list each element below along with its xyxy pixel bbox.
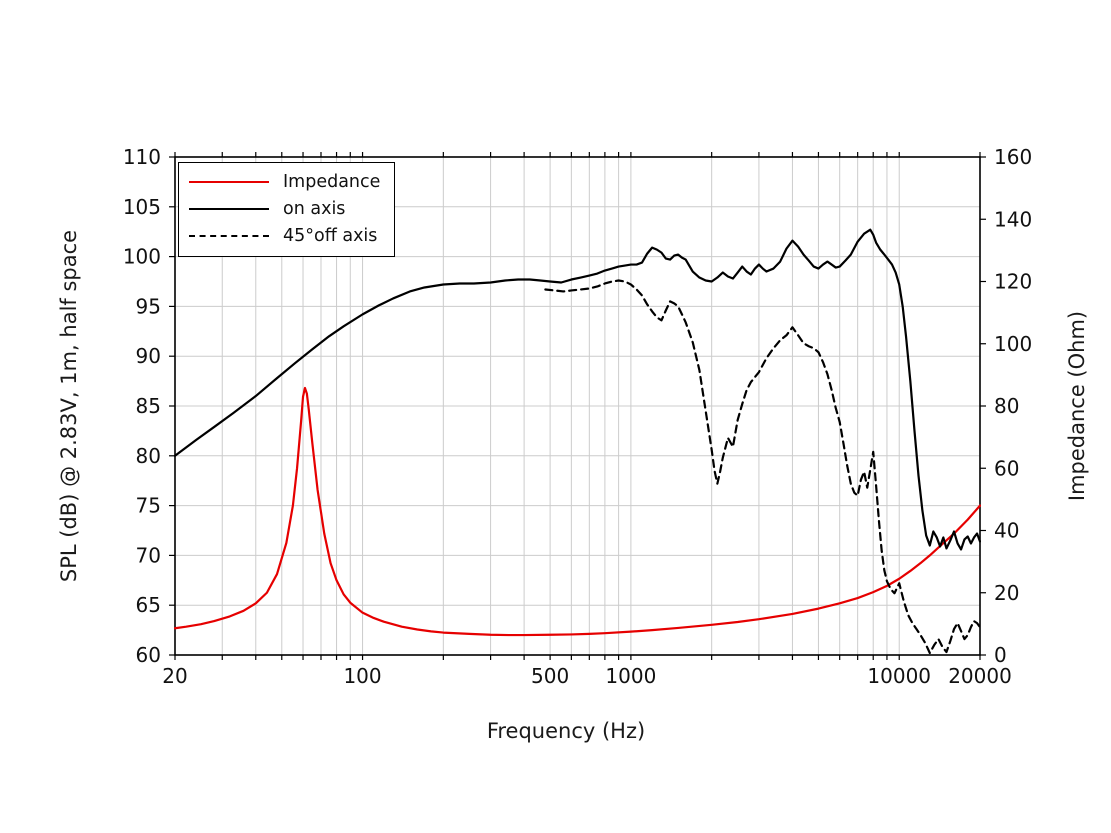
legend-line-sample-on-axis bbox=[189, 208, 269, 210]
legend: Impedance on axis 45°off axis bbox=[178, 162, 396, 257]
svg-text:65: 65 bbox=[136, 593, 161, 617]
svg-text:90: 90 bbox=[136, 344, 161, 368]
svg-text:500: 500 bbox=[531, 664, 569, 688]
tick-marks bbox=[169, 152, 986, 660]
svg-text:10000: 10000 bbox=[867, 664, 931, 688]
legend-line-sample-off-axis bbox=[189, 235, 269, 237]
svg-text:0: 0 bbox=[994, 643, 1007, 667]
svg-text:95: 95 bbox=[136, 294, 161, 318]
svg-text:120: 120 bbox=[994, 270, 1032, 294]
svg-text:20000: 20000 bbox=[948, 664, 1012, 688]
svg-text:85: 85 bbox=[136, 394, 161, 418]
svg-text:70: 70 bbox=[136, 543, 161, 567]
svg-text:20: 20 bbox=[162, 664, 187, 688]
svg-text:100: 100 bbox=[343, 664, 381, 688]
tick-labels: 20 100 500 1000 10000 20000110105100959085807… bbox=[123, 145, 1032, 688]
svg-text:140: 140 bbox=[994, 207, 1032, 231]
series-45-off-axis bbox=[544, 279, 981, 655]
svg-text:1000: 1000 bbox=[605, 664, 656, 688]
right-axis-title: Impedance (Ohm) bbox=[1065, 310, 1089, 502]
svg-text:100: 100 bbox=[123, 245, 161, 269]
legend-item-off-axis: 45°off axis bbox=[189, 223, 380, 249]
series-on-axis bbox=[174, 228, 981, 551]
svg-text:160: 160 bbox=[994, 145, 1032, 169]
svg-text:75: 75 bbox=[136, 494, 161, 518]
svg-text:40: 40 bbox=[994, 519, 1019, 543]
legend-label: on axis bbox=[283, 199, 346, 219]
svg-text:20: 20 bbox=[994, 581, 1019, 605]
legend-item-on-axis: on axis bbox=[189, 196, 380, 222]
svg-text:105: 105 bbox=[123, 195, 161, 219]
svg-text:100: 100 bbox=[994, 332, 1032, 356]
svg-text:80: 80 bbox=[136, 444, 161, 468]
legend-item-impedance: Impedance bbox=[189, 169, 380, 195]
x-axis-title: Frequency (Hz) bbox=[486, 719, 646, 743]
svg-text:60: 60 bbox=[994, 456, 1019, 480]
svg-text:110: 110 bbox=[123, 145, 161, 169]
legend-label: Impedance bbox=[283, 172, 381, 192]
left-axis-title: SPL (dB) @ 2.83V, 1m, half space bbox=[57, 229, 81, 583]
series-impedance bbox=[174, 386, 981, 637]
svg-text:80: 80 bbox=[994, 394, 1019, 418]
legend-label: 45°off axis bbox=[283, 226, 378, 246]
plot-frame bbox=[174, 156, 981, 656]
series-layer bbox=[174, 228, 981, 655]
legend-line-sample-impedance bbox=[189, 181, 269, 183]
svg-text:60: 60 bbox=[136, 643, 161, 667]
